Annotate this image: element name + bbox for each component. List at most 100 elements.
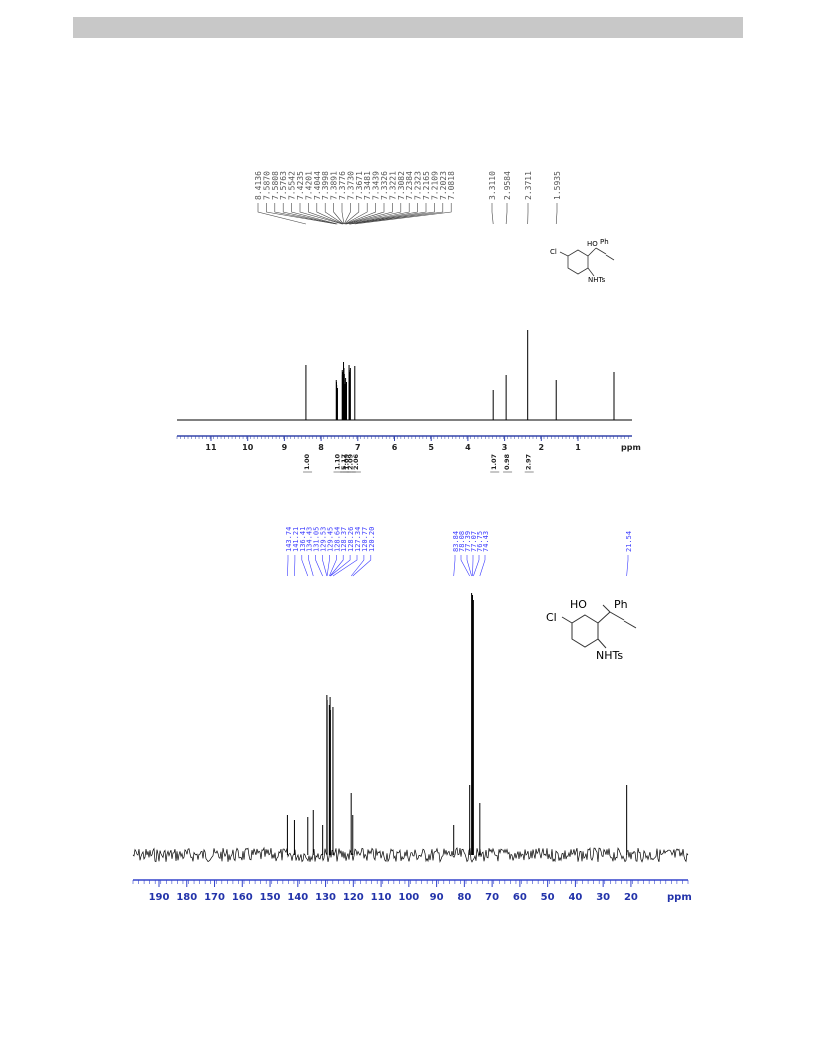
- tick-label: 120: [343, 892, 364, 903]
- integral: 2.09: [347, 453, 355, 470]
- amide-label: NHTs: [588, 276, 606, 284]
- peak-leader: [350, 555, 365, 577]
- peak-leader: [346, 203, 402, 225]
- peak-label: 129.53: [320, 527, 328, 552]
- tick-label: 170: [204, 892, 225, 903]
- tick-label: 150: [260, 892, 281, 903]
- peak-label: 7.4235: [296, 171, 305, 200]
- tick-label: 100: [398, 892, 419, 903]
- peak-label: 1.5935: [553, 171, 562, 200]
- peak-label: 143.74: [285, 527, 293, 552]
- peak-label: 7.5763: [279, 171, 288, 200]
- peak-leader: [472, 555, 474, 577]
- peak-leader: [345, 203, 376, 225]
- peak-leader: [344, 203, 360, 225]
- peak-label: 120.77: [361, 527, 369, 552]
- peak-label: 128.64: [333, 527, 341, 552]
- tick-label: 6: [392, 443, 398, 452]
- peak-label: 2.9584: [503, 171, 512, 200]
- tick-label: 11: [205, 443, 217, 452]
- peak-leader: [555, 203, 558, 225]
- peak-leader: [349, 203, 427, 225]
- peak-leader: [315, 555, 323, 577]
- tick-label: 160: [232, 892, 253, 903]
- tick-label: 140: [287, 892, 308, 903]
- peak-leader: [473, 555, 480, 577]
- peak-leader: [274, 203, 337, 225]
- peak-label: 7.3326: [380, 171, 389, 200]
- peak-leader: [350, 203, 444, 225]
- peak-leader: [308, 203, 343, 225]
- peak-leader: [329, 555, 337, 577]
- peak-label: 21.54: [625, 531, 633, 552]
- axis-unit: ppm: [667, 892, 692, 903]
- peak-label: 7.2323: [414, 171, 423, 200]
- chloro-label: Cl: [546, 611, 557, 624]
- peak-leader: [333, 203, 344, 225]
- integral: 1.10: [334, 453, 342, 470]
- peak-label: 120.20: [368, 527, 376, 552]
- peak-leader: [349, 203, 418, 225]
- peak-label: 78.08: [458, 531, 466, 552]
- peak-leader: [330, 555, 351, 577]
- peak-label: 7.3891: [330, 171, 339, 200]
- peak-label: 131.05: [313, 527, 321, 552]
- peak-label: 7.3730: [346, 171, 355, 200]
- peak-label: 7.2165: [422, 171, 431, 200]
- header-bar: [73, 17, 743, 38]
- peak-leader: [479, 555, 486, 577]
- peak-label: 7.4044: [313, 171, 322, 200]
- peak-label: 7.3671: [355, 171, 364, 200]
- peak-leader: [491, 203, 494, 225]
- peak-label: 7.2109: [430, 171, 439, 200]
- peak-leader: [453, 555, 456, 577]
- tick-label: 3: [502, 443, 508, 452]
- peak-label: 77.39: [464, 531, 472, 552]
- peak-label: 7.3439: [372, 171, 381, 200]
- tick-label: 110: [371, 892, 392, 903]
- peak-leader: [344, 203, 368, 225]
- peak-label: 7.3481: [363, 171, 372, 200]
- peak-leader: [301, 555, 309, 577]
- peak-label: 7.5542: [288, 171, 297, 200]
- peak-leader: [324, 203, 344, 225]
- integral: 1.09: [343, 453, 351, 470]
- amide-label: NHTs: [596, 649, 623, 662]
- integral: 0.98: [503, 453, 511, 470]
- integral: 5.17: [340, 454, 348, 470]
- integral: 2.06: [352, 453, 360, 470]
- peak-label: 2.3711: [524, 171, 533, 200]
- peak-label: 7.5870: [262, 171, 271, 200]
- peak-label: 127.34: [354, 527, 362, 552]
- peak-label: 7.3998: [321, 171, 330, 200]
- integral: 1.07: [490, 454, 498, 470]
- peak-leader: [316, 203, 344, 225]
- tick-label: 10: [242, 443, 254, 452]
- peak-leader: [257, 203, 306, 225]
- peak-leader: [354, 203, 452, 225]
- peak-label: 7.2023: [439, 171, 448, 200]
- integral: 2.97: [525, 454, 533, 470]
- peak-label: 129.45: [326, 527, 334, 552]
- tick-label: 8: [318, 443, 324, 452]
- tick-label: 20: [624, 892, 638, 903]
- peak-label: 8.4136: [254, 171, 263, 200]
- noise-baseline: [132, 846, 689, 864]
- tick-label: 90: [430, 892, 444, 903]
- tick-label: 80: [457, 892, 471, 903]
- peak-label: 7.0818: [447, 171, 456, 200]
- peak-label: 77.07: [470, 531, 478, 552]
- tick-label: 190: [149, 892, 170, 903]
- tick-label: 180: [176, 892, 197, 903]
- peak-leader: [322, 555, 328, 577]
- peak-label: 7.2384: [405, 171, 414, 200]
- peak-label: 128.26: [347, 527, 355, 552]
- tick-label: 70: [485, 892, 499, 903]
- peak-label: 7.3776: [338, 171, 347, 200]
- tick-label: 40: [568, 892, 582, 903]
- peak-leader: [329, 555, 344, 577]
- peak-leader: [287, 555, 289, 577]
- peak-label: 74.43: [482, 531, 490, 552]
- peak-leader: [341, 203, 345, 225]
- chloro-label: Cl: [550, 248, 557, 256]
